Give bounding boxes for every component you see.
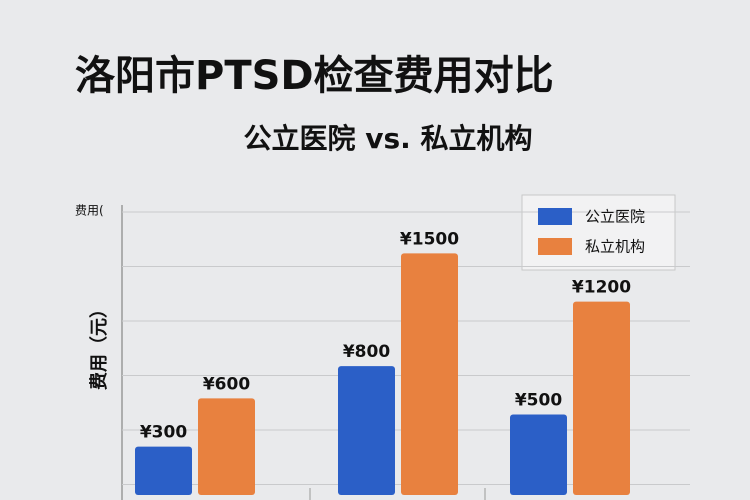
data-label: ¥600 [203,374,250,394]
chart-title: 洛阳市PTSD检查费用对比 [75,53,554,99]
bar [135,446,192,495]
bar [401,253,458,495]
bar [573,301,630,495]
y-axis-label: 费用（元） [89,300,110,390]
legend-label: 公立医院 [585,208,645,226]
legend-label: 私立机构 [585,238,645,256]
legend-swatch [538,208,572,225]
data-label: ¥500 [515,390,562,410]
bar [198,398,255,495]
data-label: ¥1500 [400,229,459,249]
data-label: ¥1200 [572,278,631,298]
y-axis-top-label: 费用( [75,204,104,218]
data-label: ¥300 [140,423,187,443]
legend-swatch [538,238,572,255]
bar [510,414,567,495]
data-label: ¥800 [343,342,390,362]
bar [338,366,395,495]
legend-box [521,194,676,271]
chart-subtitle: 公立医院 vs. 私立机构 [243,122,532,155]
